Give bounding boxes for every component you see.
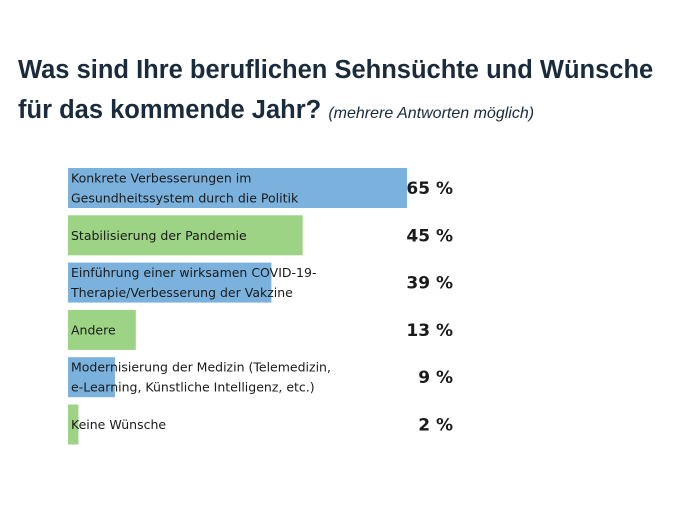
bar-1	[68, 215, 303, 256]
value-label-1: 45 %	[406, 226, 453, 246]
value-label-4: 9 %	[418, 368, 453, 388]
value-label-3: 13 %	[406, 321, 453, 341]
bar-label-2-line-0: Einführung einer wirksamen COVID-19-	[71, 265, 316, 280]
bar-label-5-line-0: Keine Wünsche	[71, 417, 166, 432]
bar-label-4-line-1: e-Learning, Künstliche Intelligenz, etc.…	[71, 380, 315, 395]
bar-label-3-line-0: Andere	[71, 322, 116, 337]
bar-label-0-line-1: Gesundheitssystem durch die Politik	[71, 191, 299, 206]
bar-4	[68, 357, 115, 398]
bar-label-1-line-0: Stabilisierung der Pandemie	[71, 228, 247, 243]
value-label-5: 2 %	[418, 416, 453, 436]
bar-5	[68, 404, 79, 445]
bar-2	[68, 262, 272, 303]
bar-label-0-line-0: Konkrete Verbesserungen im	[71, 171, 251, 186]
bar-0	[68, 168, 407, 208]
value-label-2: 39 %	[406, 274, 453, 294]
value-label-0: 65 %	[406, 179, 453, 199]
bar-label-2-line-1: Therapie/Verbesserung der Vakzine	[70, 285, 293, 300]
chart-title-text: Was sind Ihre beruflichen Sehnsüchte und…	[18, 56, 654, 124]
chart-subtitle: (mehrere Antworten möglich)	[328, 105, 535, 122]
bar-label-4-line-0: Modernisierung der Medizin (Telemedizin,	[71, 360, 331, 375]
chart-title: Was sind Ihre beruflichen Sehnsüchte und…	[18, 50, 668, 134]
bar-3	[68, 309, 136, 350]
